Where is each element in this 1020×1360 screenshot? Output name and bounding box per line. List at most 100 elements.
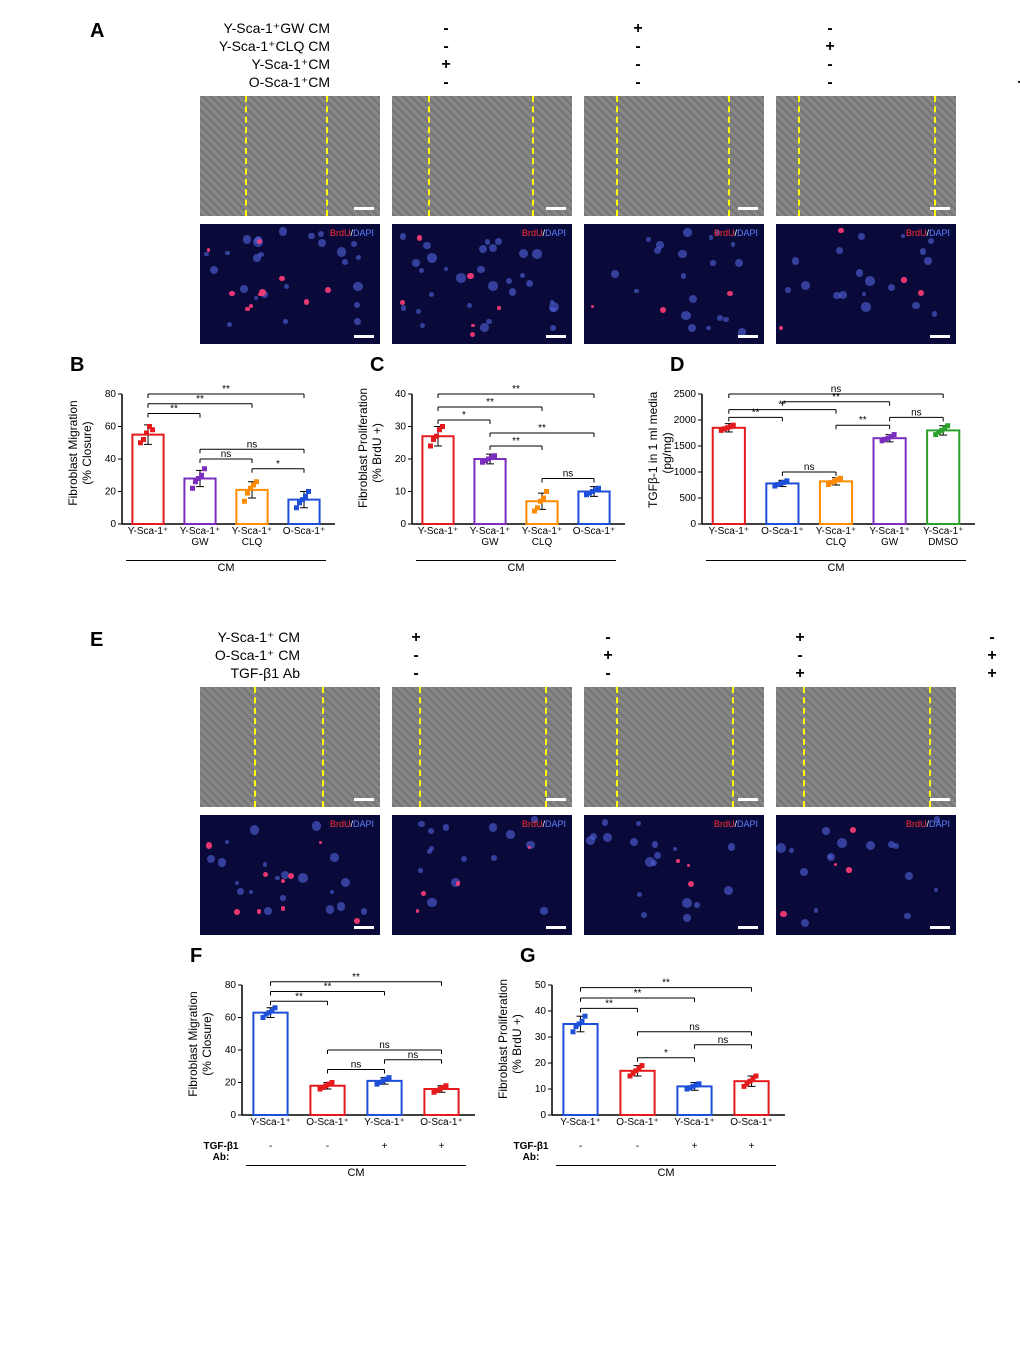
panel-e-scratch-row — [200, 687, 1000, 807]
tgf-value: + — [413, 1141, 470, 1152]
cm-underline — [556, 1165, 776, 1166]
condition-value: - — [512, 665, 704, 683]
x-tick-label: O-Sca-1⁺ — [723, 1117, 780, 1128]
condition-label: Y-Sca-1⁺GW CM — [200, 20, 350, 38]
cm-label: CM — [122, 562, 330, 574]
condition-label: Y-Sca-1⁺ CM — [200, 629, 320, 647]
svg-text:ns: ns — [689, 1022, 700, 1033]
svg-text:**: ** — [352, 972, 360, 983]
condition-value: - — [926, 56, 1020, 74]
condition-value: + — [542, 20, 734, 38]
condition-value: - — [512, 629, 704, 647]
cm-underline — [246, 1165, 466, 1166]
svg-text:1000: 1000 — [674, 467, 697, 478]
fluor-channel-label: BrdU/DAPI — [330, 819, 374, 829]
condition-value: - — [542, 38, 734, 56]
scratch-micrograph — [392, 96, 572, 216]
panel-e: E Y-Sca-1⁺ CM+-+-O-Sca-1⁺ CM-+-+TGF-β1 A… — [20, 629, 1000, 935]
panel-a: A Y-Sca-1⁺GW CM-+--Y-Sca-1⁺CLQ CM--+-Y-S… — [20, 20, 1000, 344]
svg-text:60: 60 — [225, 1013, 237, 1024]
svg-text:0: 0 — [540, 1110, 546, 1121]
cm-underline — [706, 560, 966, 561]
condition-value: - — [734, 74, 926, 92]
svg-text:60: 60 — [105, 422, 117, 433]
fluorescence-micrograph: BrdU/DAPI — [200, 224, 380, 344]
svg-text:2500: 2500 — [674, 389, 697, 400]
scratch-micrograph — [584, 96, 764, 216]
condition-value: + — [704, 665, 896, 683]
condition-label: Y-Sca-1⁺CM — [200, 56, 350, 74]
condition-value: + — [734, 38, 926, 56]
cm-underline — [126, 560, 326, 561]
chart-c: 010203040*********nsFibroblast Prolifera… — [370, 364, 630, 589]
svg-text:**: ** — [859, 415, 867, 426]
condition-value: + — [704, 629, 896, 647]
x-tick-label: Y-Sca-1⁺ — [356, 1117, 413, 1128]
x-tick-label: O-Sca-1⁺ — [299, 1117, 356, 1128]
svg-text:0: 0 — [690, 519, 696, 530]
svg-text:**: ** — [538, 423, 546, 434]
condition-value: - — [350, 20, 542, 38]
fluor-channel-label: BrdU/DAPI — [906, 228, 950, 238]
condition-label: TGF-β1 Ab — [200, 665, 320, 683]
svg-text:**: ** — [605, 998, 613, 1009]
scratch-micrograph — [392, 687, 572, 807]
svg-text:ns: ns — [563, 469, 574, 480]
svg-text:0: 0 — [230, 1110, 236, 1121]
condition-value: - — [350, 74, 542, 92]
svg-text:*: * — [462, 410, 466, 421]
tgf-value: - — [299, 1141, 356, 1152]
panel-a-label: A — [90, 20, 104, 43]
fluorescence-micrograph: BrdU/DAPI — [776, 224, 956, 344]
svg-text:**: ** — [512, 384, 520, 395]
svg-text:500: 500 — [679, 493, 696, 504]
y-axis-label: Fibroblast Migration(% Closure) — [66, 398, 94, 508]
chart-f: 020406080******nsnsnsFibroblast Migratio… — [200, 955, 480, 1195]
chart-d: 05001000150020002500****nsns****nsTGFβ-1… — [660, 364, 980, 589]
x-tick-label: Y-Sca-1⁺ — [552, 1117, 609, 1128]
cm-label: CM — [552, 1167, 780, 1179]
tgf-value: + — [723, 1141, 780, 1152]
condition-value: - — [926, 38, 1020, 56]
cm-label: CM — [242, 1167, 470, 1179]
x-tick-label: Y-Sca-1⁺ — [242, 1117, 299, 1128]
condition-label: O-Sca-1⁺CM — [200, 74, 350, 92]
svg-text:ns: ns — [911, 407, 922, 418]
scratch-micrograph — [776, 96, 956, 216]
panel-e-label: E — [90, 629, 103, 652]
svg-text:ns: ns — [408, 1050, 419, 1061]
cm-label: CM — [412, 562, 620, 574]
fluor-channel-label: BrdU/DAPI — [330, 228, 374, 238]
cm-label: CM — [702, 562, 970, 574]
panel-a-conditions: Y-Sca-1⁺GW CM-+--Y-Sca-1⁺CLQ CM--+-Y-Sca… — [200, 20, 1000, 92]
x-tick-label: O-Sca-1⁺ — [568, 526, 620, 537]
scratch-micrograph — [584, 687, 764, 807]
x-tick-label: Y-Sca-1⁺GW — [174, 526, 226, 548]
svg-text:**: ** — [832, 392, 840, 403]
svg-text:20: 20 — [395, 454, 407, 465]
condition-value: - — [320, 665, 512, 683]
svg-text:**: ** — [662, 978, 670, 989]
svg-text:0: 0 — [400, 519, 406, 530]
svg-text:**: ** — [170, 404, 178, 415]
fluorescence-micrograph: BrdU/DAPI — [392, 224, 572, 344]
y-axis-label: Fibroblast Proliferation(% BrdU +) — [356, 398, 384, 508]
svg-text:40: 40 — [225, 1045, 237, 1056]
condition-value: - — [320, 647, 512, 665]
condition-value: + — [512, 647, 704, 665]
chart-b: 020406080******nsns*Fibroblast Migration… — [80, 364, 340, 589]
tgf-value: - — [242, 1141, 299, 1152]
x-tick-label: Y-Sca-1⁺CLQ — [516, 526, 568, 548]
condition-value: + — [926, 74, 1020, 92]
x-tick-label: Y-Sca-1⁺ — [412, 526, 464, 537]
x-tick-label: Y-Sca-1⁺CLQ — [226, 526, 278, 548]
scratch-micrograph — [200, 687, 380, 807]
x-tick-label: Y-Sca-1⁺CLQ — [809, 526, 863, 548]
fluorescence-micrograph: BrdU/DAPI — [200, 815, 380, 935]
fluor-channel-label: BrdU/DAPI — [714, 228, 758, 238]
svg-text:**: ** — [752, 407, 760, 418]
svg-text:**: ** — [486, 397, 494, 408]
y-axis-label: Fibroblast Proliferation(% BrdU +) — [496, 989, 524, 1099]
y-axis-label: TGFβ-1 in 1 ml media(pg/mg) — [646, 398, 674, 508]
condition-label: O-Sca-1⁺ CM — [200, 647, 320, 665]
